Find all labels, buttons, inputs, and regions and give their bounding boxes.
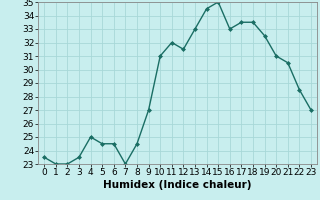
X-axis label: Humidex (Indice chaleur): Humidex (Indice chaleur): [103, 180, 252, 190]
